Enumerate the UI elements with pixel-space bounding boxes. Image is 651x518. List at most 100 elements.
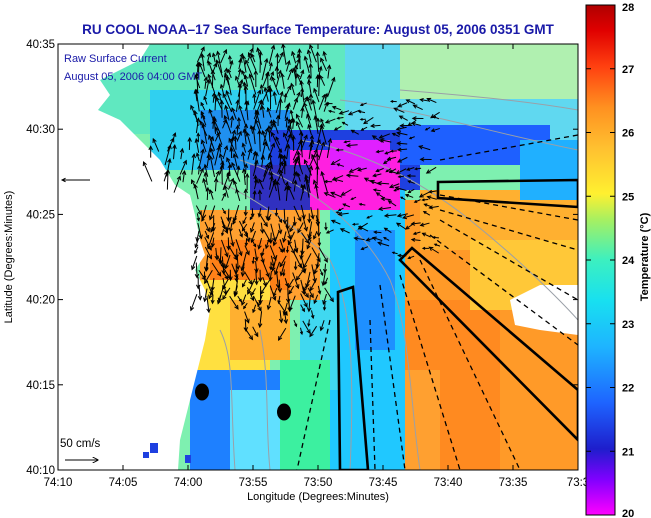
- current-vector-head: [278, 98, 283, 104]
- current-vector-head: [191, 153, 197, 159]
- current-vector-head: [263, 222, 268, 228]
- current-vector: [300, 139, 303, 158]
- current-vector-head: [350, 129, 355, 134]
- current-vector: [214, 95, 217, 111]
- current-vector: [301, 107, 304, 118]
- current-vector-head: [310, 314, 315, 320]
- current-vector-head: [397, 158, 403, 163]
- current-vector-head: [205, 186, 210, 192]
- current-vector-head: [397, 103, 403, 108]
- current-vector-head: [208, 134, 213, 140]
- current-vector-head: [243, 327, 249, 333]
- current-vector: [300, 80, 305, 103]
- current-vector-head: [202, 275, 207, 280]
- current-vector: [201, 114, 207, 126]
- current-vector: [308, 295, 311, 312]
- current-vector: [244, 124, 247, 134]
- current-vector-head: [212, 115, 217, 121]
- current-vector: [222, 119, 227, 129]
- current-vector-head: [396, 141, 402, 146]
- current-vector-head: [331, 76, 336, 82]
- current-vector-head: [207, 60, 212, 66]
- current-vector-head: [272, 119, 277, 125]
- current-vector-head: [253, 174, 258, 180]
- current-vector-head: [304, 293, 309, 299]
- current-vector: [300, 279, 305, 295]
- current-vector-head: [215, 59, 220, 65]
- x-tick-label: 74:00: [174, 477, 203, 489]
- current-vector: [257, 47, 263, 65]
- current-vector-head: [228, 276, 233, 282]
- current-vector-head: [292, 67, 297, 73]
- current-vector-head: [326, 64, 332, 70]
- current-vector-head: [245, 237, 251, 243]
- current-vector-head: [206, 52, 212, 58]
- current-vector-head: [266, 305, 272, 311]
- current-vector-head: [327, 109, 332, 113]
- current-vector-head: [290, 249, 295, 255]
- current-vector: [258, 130, 261, 152]
- current-vector-head: [279, 51, 284, 57]
- current-vector: [258, 207, 262, 217]
- current-vector: [395, 186, 407, 192]
- current-vector: [229, 222, 233, 232]
- current-vector: [235, 100, 239, 112]
- current-vector-head: [239, 78, 244, 84]
- current-vector: [261, 248, 265, 256]
- current-vector-head: [262, 141, 268, 147]
- current-vector-head: [279, 262, 284, 268]
- current-vector-head: [325, 230, 330, 234]
- current-vector: [242, 279, 247, 287]
- current-vector: [336, 163, 345, 167]
- current-vector-head: [200, 139, 206, 145]
- current-vector: [381, 198, 391, 201]
- x-tick-label: 74:10: [44, 477, 73, 489]
- study-polygons: [336, 178, 578, 470]
- current-vector-head: [257, 89, 262, 95]
- current-vector: [221, 220, 226, 229]
- current-vector-head: [193, 183, 198, 189]
- current-vector-head: [247, 289, 252, 295]
- current-vector: [278, 149, 282, 158]
- current-vector-head: [294, 249, 299, 254]
- current-vector-head: [375, 168, 380, 173]
- current-vector: [260, 85, 264, 94]
- current-vector-head: [243, 85, 249, 90]
- current-vector-head: [205, 227, 210, 233]
- current-vector: [211, 237, 215, 247]
- current-vector: [210, 148, 215, 159]
- current-vector-head: [373, 230, 378, 234]
- current-vector: [207, 74, 216, 94]
- current-vector-head: [418, 145, 424, 150]
- current-vector-head: [261, 252, 265, 257]
- current-vector: [293, 319, 297, 327]
- current-vector-head: [394, 186, 400, 191]
- current-vector: [278, 223, 282, 234]
- current-vector-head: [60, 177, 66, 183]
- current-vector-head: [393, 107, 399, 112]
- current-vector: [392, 133, 400, 137]
- current-vector: [331, 158, 341, 165]
- current-vector: [173, 145, 176, 160]
- current-vector-head: [386, 156, 392, 161]
- current-vector-head: [347, 111, 353, 116]
- current-vector-head: [385, 169, 389, 173]
- current-vector: [179, 160, 187, 175]
- current-vector-head: [412, 231, 417, 235]
- current-vector-head: [235, 99, 240, 105]
- current-vector-head: [395, 126, 401, 131]
- current-vector: [324, 263, 327, 273]
- current-vector: [318, 74, 320, 97]
- current-vector-head: [217, 91, 222, 97]
- current-vector: [228, 138, 239, 159]
- current-vector: [429, 246, 440, 254]
- current-vector-head: [405, 99, 411, 104]
- current-vector-head: [233, 180, 238, 185]
- current-vector-head: [258, 178, 263, 184]
- current-vector: [226, 216, 232, 231]
- current-vector-head: [317, 242, 322, 247]
- current-vector: [358, 226, 369, 232]
- current-vector: [411, 222, 421, 225]
- current-vector-head: [200, 46, 205, 52]
- current-vector-head: [337, 211, 343, 217]
